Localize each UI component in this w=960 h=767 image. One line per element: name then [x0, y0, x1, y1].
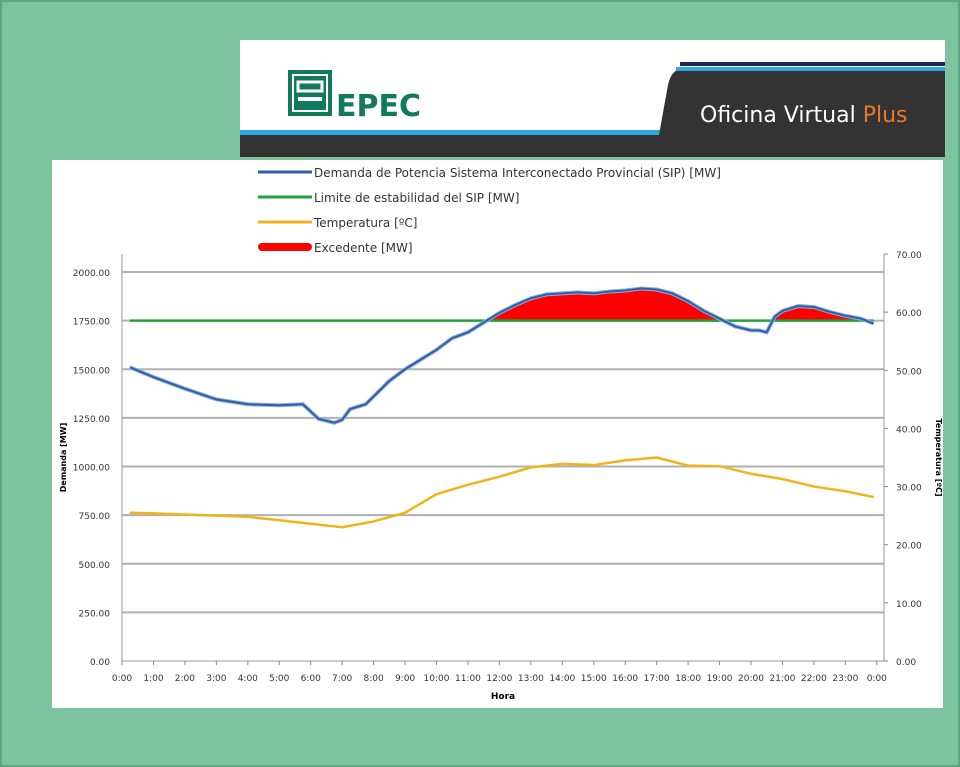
- x-tick-label: 22:00: [801, 674, 827, 684]
- x-tick-label: 15:00: [581, 674, 607, 684]
- x-tick-label: 0:00: [112, 674, 132, 684]
- header-graphic: EPEC Oficina Virtual Plus: [240, 62, 945, 157]
- excedente-area: [129, 288, 874, 321]
- header-blue-stripe: [240, 130, 670, 135]
- x-tick-label: 1:00: [143, 674, 163, 684]
- chart-panel: 0.00 250.00 500.00 750.00 1000.00 1250.00 1500…: [52, 160, 943, 708]
- legend-label: Excedente [MW]: [314, 241, 413, 255]
- y-tick-label: 2000.00: [73, 269, 110, 279]
- x-tick-label: 17:00: [644, 674, 670, 684]
- temperatura-line: [129, 456, 874, 529]
- legend-swatch: [258, 243, 312, 251]
- legend-label: Demanda de Potencia Sistema Interconecta…: [314, 166, 721, 180]
- x-tick-label: 9:00: [395, 674, 415, 684]
- legend-label: Limite de estabilidad del SIP [MW]: [314, 191, 519, 205]
- y-axis-title: Demanda [MW]: [59, 423, 68, 493]
- x-tick-label: 13:00: [518, 674, 544, 684]
- x-tick-label: 2:00: [175, 674, 195, 684]
- x-tick-label: 3:00: [206, 674, 226, 684]
- y-tick-label: 500.00: [79, 561, 111, 571]
- demand-chart: 0.00 250.00 500.00 750.00 1000.00 1250.00 1500…: [59, 166, 943, 702]
- demanda-line: [129, 287, 875, 424]
- y-tick-label: 1750.00: [73, 318, 110, 328]
- header-banner: EPEC Oficina Virtual Plus: [240, 40, 945, 157]
- x-tick-label: 18:00: [675, 674, 701, 684]
- y2-tick-label: 50.00: [896, 367, 922, 377]
- x-tick-label: 6:00: [301, 674, 321, 684]
- x-tick-label: 19:00: [707, 674, 733, 684]
- brand-name: EPEC: [336, 89, 421, 124]
- x-tick-label: 12:00: [486, 674, 512, 684]
- y-tick-label: 750.00: [79, 512, 111, 522]
- y2-axis-title: Temperatura [ºC]: [934, 419, 943, 497]
- x-axis-title: Hora: [491, 692, 515, 702]
- y-tick-label: 1000.00: [73, 464, 110, 474]
- y2-tick-label: 10.00: [896, 600, 922, 610]
- x-tick-label: 7:00: [332, 674, 352, 684]
- epec-logo-icon: [288, 70, 332, 116]
- x-tick-label: 11:00: [455, 674, 481, 684]
- x-tick-label: 14:00: [549, 674, 575, 684]
- x-tick-label: 8:00: [363, 674, 383, 684]
- x-tick-label: 0:00: [867, 674, 887, 684]
- y-tick-label: 1500.00: [73, 366, 110, 376]
- y-tick-label: 1250.00: [73, 415, 110, 425]
- x-tick-label: 4:00: [238, 674, 258, 684]
- y2-tick-label: 20.00: [896, 542, 922, 552]
- y2-tick-label: 70.00: [896, 251, 922, 261]
- y2-tick-label: 30.00: [896, 484, 922, 494]
- y2-tick-label: 60.00: [896, 309, 922, 319]
- x-tick-label: 21:00: [769, 674, 795, 684]
- y-tick-label: 0.00: [90, 658, 110, 668]
- product-name: Oficina Virtual Plus: [700, 103, 907, 128]
- y2-tick-label: 0.00: [896, 658, 916, 668]
- header-dark-tab: [655, 70, 945, 157]
- x-tick-label: 23:00: [832, 674, 858, 684]
- x-tick-label: 5:00: [269, 674, 289, 684]
- legend-label: Temperatura [ºC]: [313, 216, 417, 230]
- x-tick-label: 20:00: [738, 674, 764, 684]
- x-tick-label: 10:00: [424, 674, 450, 684]
- y2-tick-label: 40.00: [896, 425, 922, 435]
- y-tick-label: 250.00: [79, 609, 111, 619]
- x-tick-label: 16:00: [612, 674, 638, 684]
